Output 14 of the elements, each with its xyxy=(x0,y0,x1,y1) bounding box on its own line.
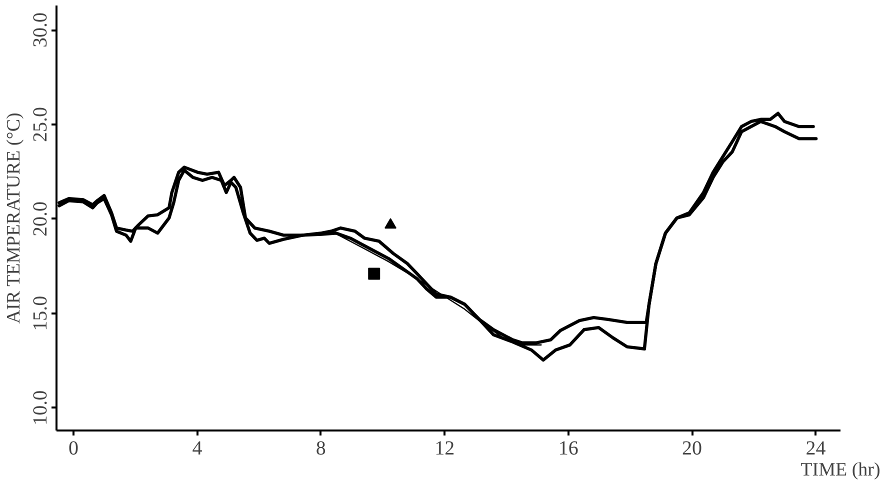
x-tick-label: 12 xyxy=(434,438,455,460)
x-tick-label: 0 xyxy=(68,438,79,460)
x-tick-label: 24 xyxy=(806,438,826,460)
y-tick-label: 10.0 xyxy=(30,390,52,426)
y-tick-label: 25.0 xyxy=(30,107,52,142)
y-tick-label: 30.0 xyxy=(30,12,52,48)
y-tick-label: 15.0 xyxy=(30,296,52,331)
y-axis-title: AIR TEMPERATURE (°C) xyxy=(4,112,24,324)
x-tick-label: 20 xyxy=(682,438,702,460)
x-tick-label: 16 xyxy=(558,438,578,460)
x-tick-label: 4 xyxy=(192,438,202,460)
x-tick-label: 8 xyxy=(316,438,326,460)
y-tick-label: 20.0 xyxy=(30,201,52,236)
x-axis-title: TIME (hr) xyxy=(800,460,880,480)
